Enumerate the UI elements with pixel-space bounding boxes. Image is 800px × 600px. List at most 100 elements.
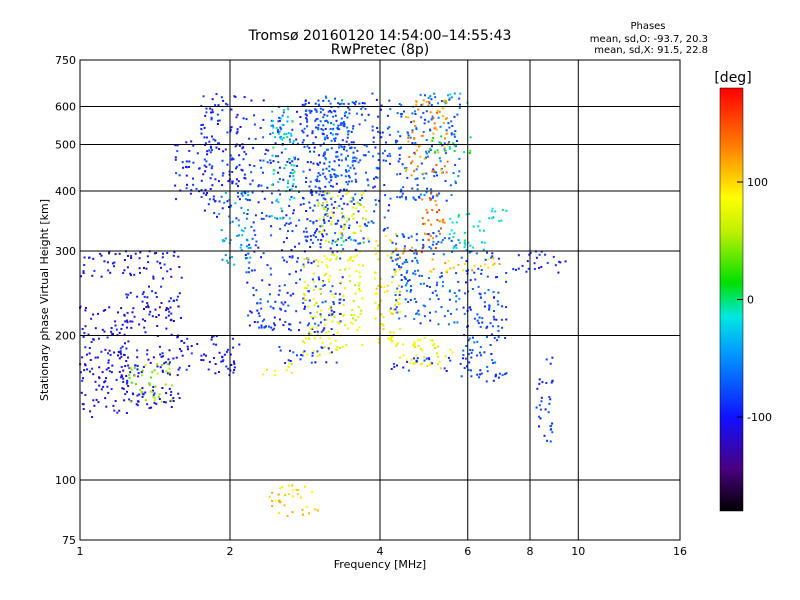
- scatter-point: [84, 325, 87, 328]
- scatter-point: [132, 393, 135, 396]
- scatter-point: [328, 161, 331, 164]
- scatter-point: [289, 349, 291, 352]
- scatter-point: [208, 149, 211, 152]
- scatter-point: [430, 223, 433, 226]
- scatter-point: [434, 150, 437, 153]
- scatter-point: [350, 321, 353, 324]
- scatter-point: [490, 353, 493, 355]
- scatter-point: [205, 160, 208, 163]
- scatter-point: [409, 249, 412, 252]
- scatter-point: [110, 371, 113, 374]
- scatter-point: [329, 102, 332, 105]
- scatter-point: [352, 198, 355, 201]
- scatter-point: [389, 338, 392, 341]
- scatter-point: [322, 124, 325, 127]
- scatter-point: [317, 202, 320, 205]
- scatter-point: [429, 111, 432, 114]
- scatter-point: [206, 136, 208, 139]
- scatter-point: [343, 148, 345, 151]
- scatter-point: [385, 159, 388, 162]
- scatter-point: [470, 375, 473, 378]
- scatter-point: [311, 491, 314, 494]
- scatter-point: [459, 92, 462, 95]
- scatter-point: [251, 237, 254, 240]
- scatter-point: [527, 267, 530, 270]
- scatter-point: [97, 337, 100, 340]
- scatter-point: [366, 224, 369, 227]
- scatter-point: [164, 361, 167, 364]
- scatter-point: [325, 208, 328, 211]
- scatter-point: [200, 128, 203, 131]
- scatter-point: [165, 307, 168, 309]
- scatter-point: [242, 117, 245, 120]
- scatter-point: [357, 315, 360, 318]
- scatter-point: [233, 369, 236, 371]
- scatter-point: [277, 155, 280, 158]
- scatter-point: [135, 383, 137, 386]
- scatter-point: [301, 508, 304, 511]
- scatter-point: [209, 188, 212, 190]
- scatter-point: [360, 194, 363, 197]
- scatter-point: [402, 366, 405, 369]
- scatter-point: [338, 128, 341, 131]
- scatter-point: [331, 239, 334, 242]
- scatter-point: [358, 271, 361, 274]
- scatter-point: [323, 318, 326, 321]
- scatter-point: [269, 133, 272, 136]
- scatter-point: [299, 358, 302, 361]
- scatter-point: [372, 136, 375, 139]
- scatter-point: [429, 311, 431, 314]
- scatter-point: [436, 345, 439, 348]
- scatter-point: [454, 164, 457, 166]
- scatter-point: [319, 242, 322, 245]
- scatter-point: [249, 256, 252, 259]
- scatter-point: [468, 361, 471, 364]
- scatter-point: [354, 284, 357, 287]
- scatter-point: [212, 198, 215, 201]
- scatter-point: [330, 220, 333, 223]
- scatter-point: [458, 241, 461, 244]
- scatter-point: [249, 310, 252, 313]
- scatter-point: [435, 128, 438, 131]
- scatter-point: [258, 315, 261, 318]
- scatter-point: [353, 255, 356, 258]
- scatter-point: [270, 326, 273, 329]
- scatter-point: [337, 175, 339, 177]
- scatter-point: [173, 251, 176, 254]
- scatter-point: [289, 141, 292, 143]
- scatter-point: [200, 196, 203, 198]
- scatter-point: [387, 337, 390, 340]
- scatter-point: [395, 141, 397, 144]
- scatter-point: [144, 399, 147, 402]
- scatter-point: [250, 99, 253, 102]
- scatter-point: [494, 210, 497, 213]
- scatter-point: [439, 367, 442, 370]
- scatter-point: [546, 261, 549, 264]
- scatter-point: [463, 151, 466, 154]
- scatter-point: [313, 331, 316, 333]
- scatter-point: [434, 247, 437, 250]
- scatter-point: [551, 431, 554, 434]
- scatter-point: [225, 365, 228, 368]
- scatter-point: [141, 387, 144, 390]
- scatter-point: [321, 194, 323, 197]
- scatter-point: [422, 304, 425, 307]
- scatter-point: [168, 367, 171, 370]
- scatter-point: [320, 128, 323, 131]
- scatter-point: [338, 191, 341, 193]
- scatter-point: [458, 107, 461, 109]
- scatter-point: [382, 328, 385, 331]
- scatter-point: [334, 133, 337, 136]
- scatter-point: [287, 179, 290, 182]
- scatter-point: [204, 142, 207, 145]
- scatter-point: [108, 349, 111, 352]
- scatter-point: [167, 358, 170, 361]
- scatter-point: [479, 346, 482, 348]
- scatter-point: [282, 109, 285, 111]
- scatter-point: [462, 349, 465, 352]
- scatter-point: [352, 141, 355, 144]
- scatter-point: [332, 115, 335, 118]
- scatter-point: [320, 346, 323, 349]
- scatter-point: [176, 335, 179, 338]
- scatter-point: [111, 332, 114, 335]
